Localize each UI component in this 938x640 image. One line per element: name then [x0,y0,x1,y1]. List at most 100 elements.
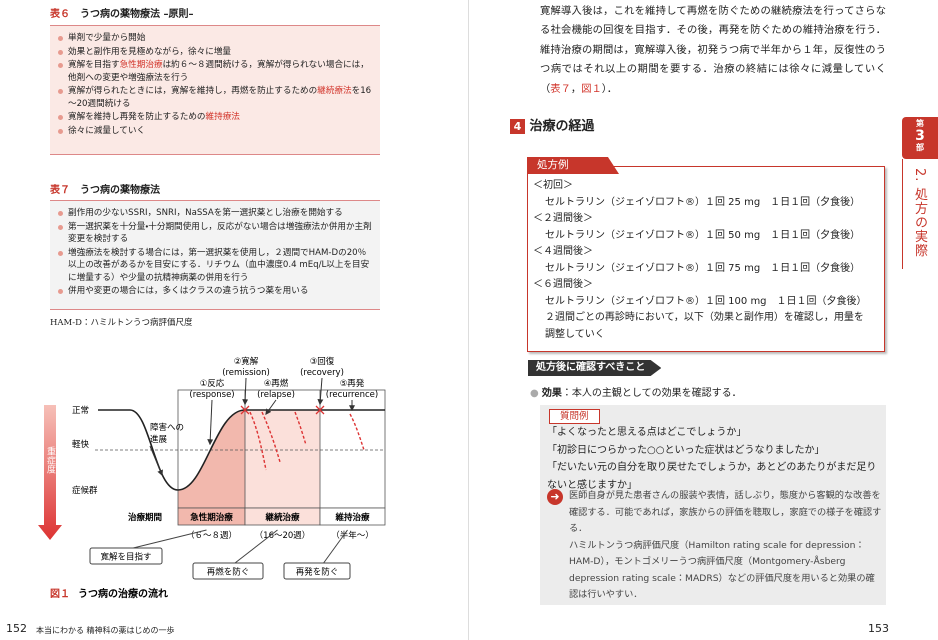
text-segment: 効果と副作用を見極めながら，徐々に増量 [68,46,232,57]
step-heading: ＜２週間後＞ [533,213,593,224]
relapse-curve [249,411,267,471]
text-segment: 併用や変更の場合には，多くはクラスの違う抗うつ薬を用いる [68,286,309,296]
table7-list: 副作用の少ないSSRI，SNRI，NaSSAを第一選択薬とし治療を開始する第一選… [58,207,372,298]
observation-text: 医師自身が見た患者さんの服装や表情，話しぶり，態度から客観的な改善を確認する．可… [569,490,882,534]
event-name: ①反応 [200,379,225,389]
page-number: 152 [6,622,27,635]
event-term: (response) [189,390,234,400]
question-label: 質問例 [549,409,600,424]
event-name: ⑤再発 [340,379,365,389]
event-arrow [265,399,277,415]
figure-label: 図１ [50,588,70,600]
prescription-list: ＜初回＞ セルトラリン（ジェイゾロフト®）１回 25 mg １日１回（夕食後） ＜２… [533,178,879,343]
phase-duration: （６～８週） [186,530,237,541]
event-name: ②寛解 [234,356,259,367]
part-tab: 第 3 部 [902,117,938,159]
relapse-curve [294,411,307,446]
book-title: 本当にわかる 精神科の薬はじめの一歩 [36,626,175,635]
acute-area [178,410,245,508]
prescription-label: 処方例 [527,157,619,174]
table6-heading: 表６ うつ病の薬物療法 –原則– [50,5,193,20]
event-arrow [317,377,324,406]
scales-text: ハミルトンうつ病評価尺度（Hamilton rating scale for d… [569,539,875,601]
event-term: (relapse) [257,390,295,400]
list-item: 副作用の少ないSSRI，SNRI，NaSSAを第一選択薬とし治療を開始する [58,207,372,220]
text-segment: 寛解導入後は，これを維持して再燃を防ぐための継続療法を行ってさらなる社会機能の回… [540,5,886,95]
event-name: ④再燃 [264,378,289,389]
event-term: (recovery) [300,368,344,378]
text-segment: 第一選択薬を十分量・十分期間使用し，反応がない場合は増強療法か併用か主剤変更を検… [68,221,372,245]
event-arrow [207,399,214,446]
phase-goal: 再発を防ぐ [296,567,339,578]
emphasis: 急性期治療 [119,60,163,70]
text-segment: 単剤で少量から開始 [68,33,146,43]
table7-heading: 表７ うつ病の薬物療法 [50,181,160,196]
step-line: セルトラリン（ジェイゾロフト®）１回 75 mg １日１回（夕食後） [545,262,861,274]
list-item: 効果と副作用を見極めながら，徐々に増量 [58,46,372,59]
event-name: ③回復 [310,356,335,367]
phase-cell [319,507,386,526]
table6-box: 単剤で少量から開始効果と副作用を見極めながら，徐々に増量寛解を目指す急性期治療は… [50,25,380,155]
question-notes: 医師自身が見た患者さんの服装や表情，話しぶり，態度から客観的な改善を確認する．可… [569,488,882,604]
part-number: 3 [915,128,925,144]
emphasis: 表７ [550,82,571,95]
arrow [149,445,163,477]
list-item: 寛解が得られたときには，寛解を維持し，再燃を防止するための継続療法を16～20週… [58,85,372,110]
progression-label: 障害への [150,422,184,433]
step-line: セルトラリン（ジェイゾロフト®）１回 100 mg １日１回（夕食後） [545,295,867,307]
question: 「だいたい元の自分を取り戻せたでしょうか，あとどのあたりがまだ足りないと感じます… [547,462,877,491]
question-list: 「よくなったと思える点はどこでしょうか」 「初診日につらかった○○といった症状はど… [547,424,882,494]
text-segment: 徐々に減量していく [68,125,146,136]
phase-name: 急性期治療 [190,512,233,523]
goal-pointer [133,529,207,549]
phase-name: 継続治療 [264,512,300,523]
list-item: 寛解を目指す急性期治療は約６～８週間続ける，寛解が得られない場合には，他剤への変… [58,59,372,84]
prescription-box [527,166,885,352]
gutter [468,0,469,640]
table-title: うつ病の薬物療法 –原則– [80,9,194,20]
figure-title: うつ病の治療の流れ [78,587,168,600]
text-segment: 副作用の少ないSSRI，SNRI，NaSSAを第一選択薬とし治療を開始する [68,208,343,218]
prescription-note: ２週間ごとの再診時において，以下（効果と副作用）を確認し，用量を調整していく [545,312,864,340]
page-number: 153 [868,622,889,635]
axis-label: 重症度 [45,445,56,474]
text-segment: ）． [601,82,618,95]
table6-list: 単剤で少量から開始効果と副作用を見極めながら，徐々に増量寛解を目指す急性期治療は… [58,32,372,137]
body-paragraph: 寛解導入後は，これを維持して再燃を防ぐための継続療法を行ってさらなる社会機能の回… [540,2,886,99]
check-heading: 処方後に確認すべきこと [528,360,662,376]
part-prefix: 第 [916,119,924,128]
list-item: 増強療法を検討する場合には，第一選択薬を使用し，２週間でHAM-Dの20％以上の… [58,247,372,285]
phase-name: 維持治療 [334,512,370,523]
level-label: 正常 [72,405,89,416]
table7-box: 副作用の少ないSSRI，SNRI，NaSSAを第一選択薬とし治療を開始する第一選… [50,200,380,310]
part-suffix: 部 [916,143,924,152]
section-tab: 2. 処方の実際 [912,168,927,258]
effect-label: 効果 [541,388,562,399]
phase-duration: （半年～） [331,530,374,541]
text-segment: 寛解が得られたときには，寛解を維持し，再燃を防止するための [68,86,318,96]
figure: 重症度 正常 軽快 症候群 障害への 進展 治療期間 急性期治療 （６～８週） 寛解… [38,356,386,600]
phase-goal: 寛解を目指す [100,552,151,563]
list-item: 寛解を維持し再発を防止するための維持療法 [58,111,372,124]
emphasis: 継続療法 [317,86,352,96]
effect-text: ：本人の主観としての効果を確認する． [561,388,742,399]
event-term: (remission) [222,368,270,378]
list-item: 第一選択薬を十分量・十分期間使用し，反応がない場合は増強療法か併用か主剤変更を検… [58,221,372,246]
text-segment: ， [570,82,582,95]
step-heading: ＜初回＞ [533,180,573,191]
text-segment: は約６～８週間続ける，寛解が得られない場合には，他剤への変更や増強療法を行う [68,60,369,83]
section-title: 治療の経過 [529,119,595,134]
event-arrow [242,377,249,406]
list-item: 単剤で少量から開始 [58,32,372,45]
table-note: HAM-D：ハミルトンうつ病評価尺度 [50,318,193,328]
relapse-curve [261,411,281,463]
phase-duration: （16～20週） [255,530,311,541]
recurrence-curve [349,413,365,451]
table-label: 表７ [50,185,70,196]
bullet: ● [530,388,539,399]
period-label: 治療期間 [128,512,162,523]
goal-box [192,562,264,580]
step-heading: ＜６週間後＞ [533,279,593,290]
question: 「初診日につらかった○○といった症状はどうなりましたか」 [547,444,825,456]
